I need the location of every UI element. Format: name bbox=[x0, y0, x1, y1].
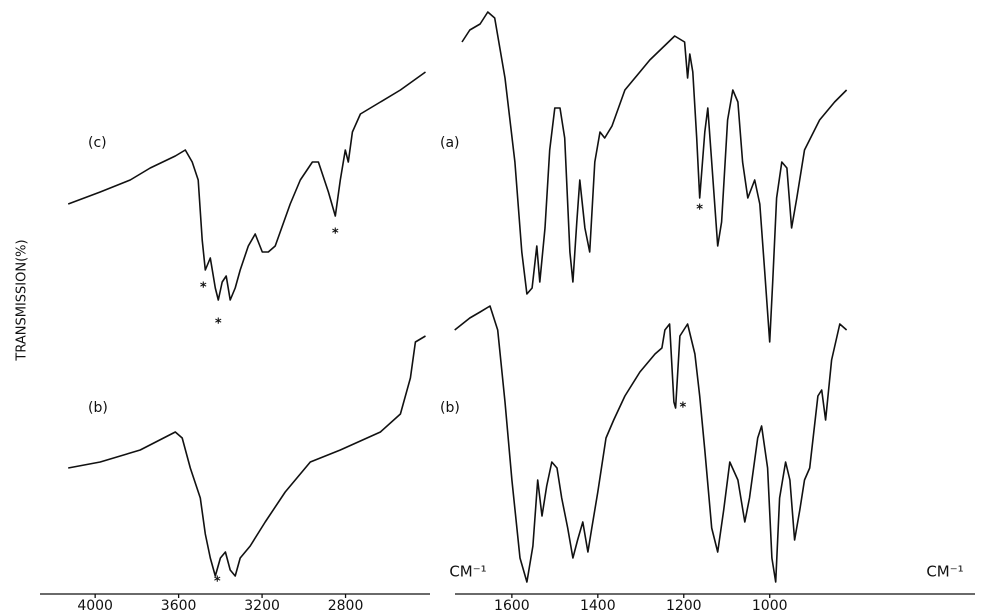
x-tick-label: 4000 bbox=[77, 598, 113, 614]
peak-marker: * bbox=[214, 575, 221, 590]
trace-label: (a) bbox=[440, 135, 460, 151]
x-tick-label: 1000 bbox=[752, 598, 788, 614]
x-tick-label: 3600 bbox=[161, 598, 197, 614]
peak-marker: * bbox=[215, 317, 222, 332]
x-tick-label: 2800 bbox=[328, 598, 364, 614]
spectrum-trace bbox=[461, 11, 848, 343]
peak-marker: * bbox=[680, 401, 687, 416]
trace-label: (b) bbox=[440, 400, 460, 416]
y-axis-label: TRANSMISSION(%) bbox=[15, 239, 30, 361]
trace-label: (c) bbox=[88, 135, 107, 151]
x-tick-label: 1400 bbox=[580, 598, 616, 614]
peak-marker: * bbox=[332, 227, 339, 242]
peak-marker: * bbox=[200, 281, 207, 296]
x-tick-label: 3200 bbox=[244, 598, 280, 614]
x-axis-unit: CM⁻¹ bbox=[449, 563, 486, 581]
x-tick-label: 1600 bbox=[494, 598, 530, 614]
trace-label: (b) bbox=[88, 400, 108, 416]
spectrum-trace bbox=[67, 71, 426, 301]
x-axis-unit: CM⁻¹ bbox=[926, 563, 963, 581]
spectrum-trace bbox=[454, 305, 848, 583]
spectrum-trace bbox=[68, 335, 426, 577]
peak-marker: * bbox=[696, 203, 703, 218]
x-tick-label: 1200 bbox=[666, 598, 702, 614]
